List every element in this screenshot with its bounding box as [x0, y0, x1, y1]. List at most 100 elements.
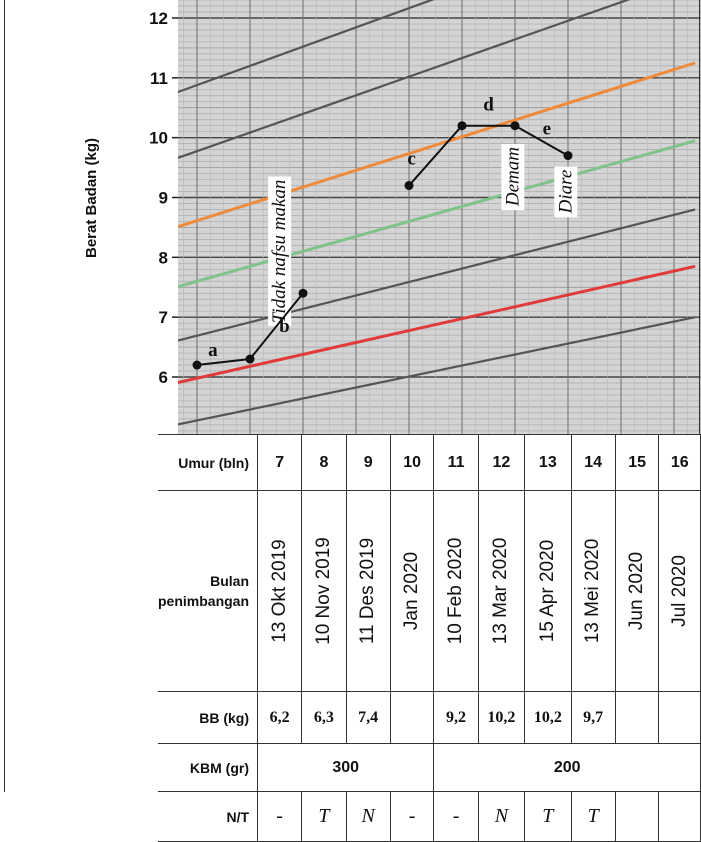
date-cell-wrap: 13 Okt 2019	[258, 491, 301, 691]
kbm-row: KBM (gr) 300 200	[158, 743, 701, 792]
age-cell: 7	[257, 434, 303, 491]
left-border	[4, 0, 5, 792]
annotation-background	[268, 176, 292, 327]
date-cell-wrap: Jun 2020	[616, 491, 659, 691]
date-cell: 13 Mei 2020	[570, 490, 616, 692]
weight-cell: 9,2	[433, 691, 479, 744]
weight-cell	[658, 691, 701, 744]
y-axis-label: Berat Badan (kg)	[83, 138, 100, 258]
kbm-value-first: 300	[257, 743, 435, 792]
point-label-b: b	[279, 316, 290, 337]
annotation-2: Demam	[501, 144, 525, 211]
weight-row: BB (kg) 6,2 6,3 7,4 9,2 10,2 10,2 9,7	[158, 691, 701, 744]
weight-cell: 10,2	[477, 691, 526, 744]
weight-row-header: BB (kg)	[158, 691, 259, 744]
age-cell: 12	[477, 434, 526, 491]
date-text: 10 Nov 2019	[312, 537, 334, 645]
date-row-header-line2: penimbangan	[158, 593, 250, 609]
growth-chart: 6 7 8 9 10 11 12 Berat Badan (kg) Tidak nafsu …	[83, 0, 701, 436]
data-point	[457, 121, 467, 131]
nt-cell: N	[345, 791, 391, 842]
kbm-row-header: KBM (gr)	[158, 743, 259, 792]
point-labels: a b c d e	[208, 95, 551, 361]
nt-cell: -	[433, 791, 479, 842]
date-cell-wrap: 13 Mar 2020	[479, 491, 524, 691]
reference-curve-3	[178, 208, 696, 342]
nt-cell: T	[301, 791, 347, 842]
date-text: 11 Des 2019	[357, 537, 379, 645]
date-cell: 13 Okt 2019	[257, 490, 303, 692]
date-text: Jun 2020	[626, 551, 648, 631]
nt-cell: -	[389, 791, 435, 842]
point-label-e: e	[543, 119, 551, 140]
weight-cell: 6,3	[301, 691, 347, 744]
data-point	[192, 360, 202, 370]
data-point	[404, 181, 414, 191]
nt-row-header: N/T	[158, 791, 259, 842]
weighing-table: Umur (bln) 7 8 9 10 11 12 13 14 15 16 Bulan penim…	[158, 434, 701, 842]
date-cell: 15 Apr 2020	[524, 490, 572, 692]
y-tick-label: 12	[149, 9, 168, 28]
date-text: Jul 2020	[668, 555, 690, 627]
reference-curve-6	[178, 0, 631, 160]
data-point	[298, 288, 308, 298]
horizontal-gridlines	[178, 0, 701, 432]
weight-series	[192, 121, 573, 370]
kbm-value-second: 200	[433, 743, 701, 792]
date-row: Bulan penimbangan 13 Okt 2019 10 Nov 2019…	[158, 490, 701, 692]
age-cell: 14	[570, 434, 616, 491]
data-point	[563, 151, 573, 161]
reference-curve-2	[178, 264, 696, 385]
nt-cell: N	[477, 791, 526, 842]
y-tick-label: 8	[159, 248, 168, 267]
weight-cell: 10,2	[524, 691, 572, 744]
reference-curve-7	[178, 0, 435, 94]
annotation-background	[554, 166, 578, 218]
y-tick-label: 10	[149, 129, 168, 148]
nt-cell: -	[257, 791, 303, 842]
date-cell: Jul 2020	[658, 490, 701, 692]
date-row-header: Bulan penimbangan	[158, 490, 259, 692]
age-cell: 8	[301, 434, 347, 491]
annotations: Tidak nafsu makan Demam Diare	[268, 144, 578, 327]
reference-curve-1	[178, 316, 696, 426]
date-cell: 10 Feb 2020	[433, 490, 479, 692]
data-point	[510, 121, 520, 131]
age-row: Umur (bln) 7 8 9 10 11 12 13 14 15 16	[158, 434, 701, 491]
date-cell-wrap: 15 Apr 2020	[525, 491, 570, 691]
y-tick-label: 11	[150, 69, 168, 88]
series-line-2	[408, 124, 569, 187]
date-text: 15 Apr 2020	[536, 539, 558, 643]
annotation-background	[501, 144, 525, 211]
annotation-1: Tidak nafsu makan	[268, 176, 292, 327]
annotation-text: Diare	[555, 170, 576, 215]
date-cell: 10 Nov 2019	[301, 490, 347, 692]
nt-cell: T	[524, 791, 572, 842]
reference-curve-5	[178, 61, 696, 229]
weight-cell: 9,7	[570, 691, 616, 744]
nt-cell	[614, 791, 660, 842]
date-text: 10 Feb 2020	[445, 537, 467, 645]
date-text: 13 Okt 2019	[268, 539, 290, 643]
weight-cell	[614, 691, 660, 744]
date-text: 13 Mei 2020	[582, 538, 604, 644]
weight-cell: 7,4	[345, 691, 391, 744]
date-cell-wrap: 11 Des 2019	[347, 491, 390, 691]
date-cell: 11 Des 2019	[345, 490, 391, 692]
y-axis-ticks: 6 7 8 9 10 11 12	[149, 9, 178, 387]
annotation-3: Diare	[554, 166, 578, 218]
date-cell-wrap: Jul 2020	[659, 491, 700, 691]
date-text: Jan 2020	[401, 551, 423, 631]
weight-cell	[389, 691, 435, 744]
y-tick-label: 7	[159, 308, 168, 327]
age-cell: 11	[433, 434, 479, 491]
date-text: 13 Mar 2020	[490, 537, 512, 645]
data-point	[245, 354, 255, 364]
reference-curve-4	[178, 139, 696, 289]
point-label-a: a	[208, 340, 218, 361]
age-row-header: Umur (bln)	[158, 434, 259, 491]
age-cell: 16	[658, 434, 701, 491]
annotation-text: Tidak nafsu makan	[269, 180, 290, 324]
age-cell: 10	[389, 434, 435, 491]
y-tick-label: 6	[159, 368, 168, 387]
